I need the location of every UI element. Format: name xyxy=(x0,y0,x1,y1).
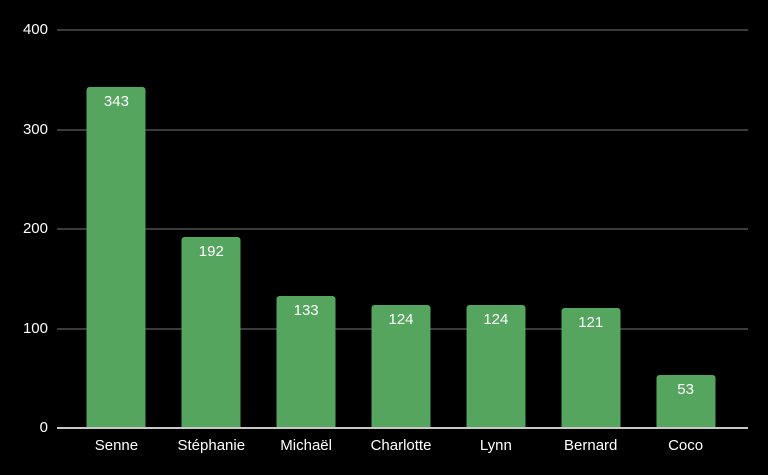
category-label: Michaël xyxy=(280,437,332,454)
bar: 133 xyxy=(276,295,336,428)
category-label: Charlotte xyxy=(370,437,432,454)
y-tick-label: 300 xyxy=(22,120,48,138)
bar-value-label: 53 xyxy=(677,381,694,399)
x-axis-baseline xyxy=(57,427,748,429)
bar-value-label: 192 xyxy=(198,242,224,260)
y-tick-label: 100 xyxy=(22,319,48,337)
gridline xyxy=(57,228,748,230)
y-axis: 0 100 200 300 400 xyxy=(0,21,48,436)
bar-value-label: 124 xyxy=(483,310,509,328)
bar-value-label: 121 xyxy=(578,313,604,331)
category-label: Bernard xyxy=(564,437,618,454)
bar-band: 192 xyxy=(164,30,259,428)
bar-band: 53 xyxy=(638,30,733,428)
bar-value-label: 343 xyxy=(103,92,129,110)
bar-value-label: 133 xyxy=(293,301,319,319)
y-tick-label: 0 xyxy=(39,419,48,436)
bar-band: 124 xyxy=(448,30,543,428)
gridline xyxy=(57,29,748,31)
category-label: Coco xyxy=(668,437,704,454)
bar: 53 xyxy=(656,375,716,428)
bar: 343 xyxy=(86,86,146,428)
bar: 124 xyxy=(371,304,431,428)
bars: 343 192 133 124 124 121 53 xyxy=(69,30,733,428)
bar-band: 121 xyxy=(543,30,638,428)
bar-value-label: 124 xyxy=(388,310,414,328)
category-label: Senne xyxy=(94,437,139,454)
bar: 192 xyxy=(181,236,241,428)
bar-band: 133 xyxy=(259,30,354,428)
category-label: Lynn xyxy=(479,437,512,454)
bar-band: 124 xyxy=(354,30,449,428)
x-axis: Senne Stéphanie Michaël Charlotte Lynn Bernar… xyxy=(69,437,733,455)
bar: 124 xyxy=(466,304,526,428)
y-tick-label: 400 xyxy=(22,21,48,38)
bar-band: 343 xyxy=(69,30,164,428)
gridline xyxy=(57,128,748,131)
category-label: Stéphanie xyxy=(177,437,246,454)
y-tick-label: 200 xyxy=(22,220,48,237)
bar: 121 xyxy=(561,307,621,428)
plot-area: 343 192 133 124 124 121 53 xyxy=(57,29,748,429)
